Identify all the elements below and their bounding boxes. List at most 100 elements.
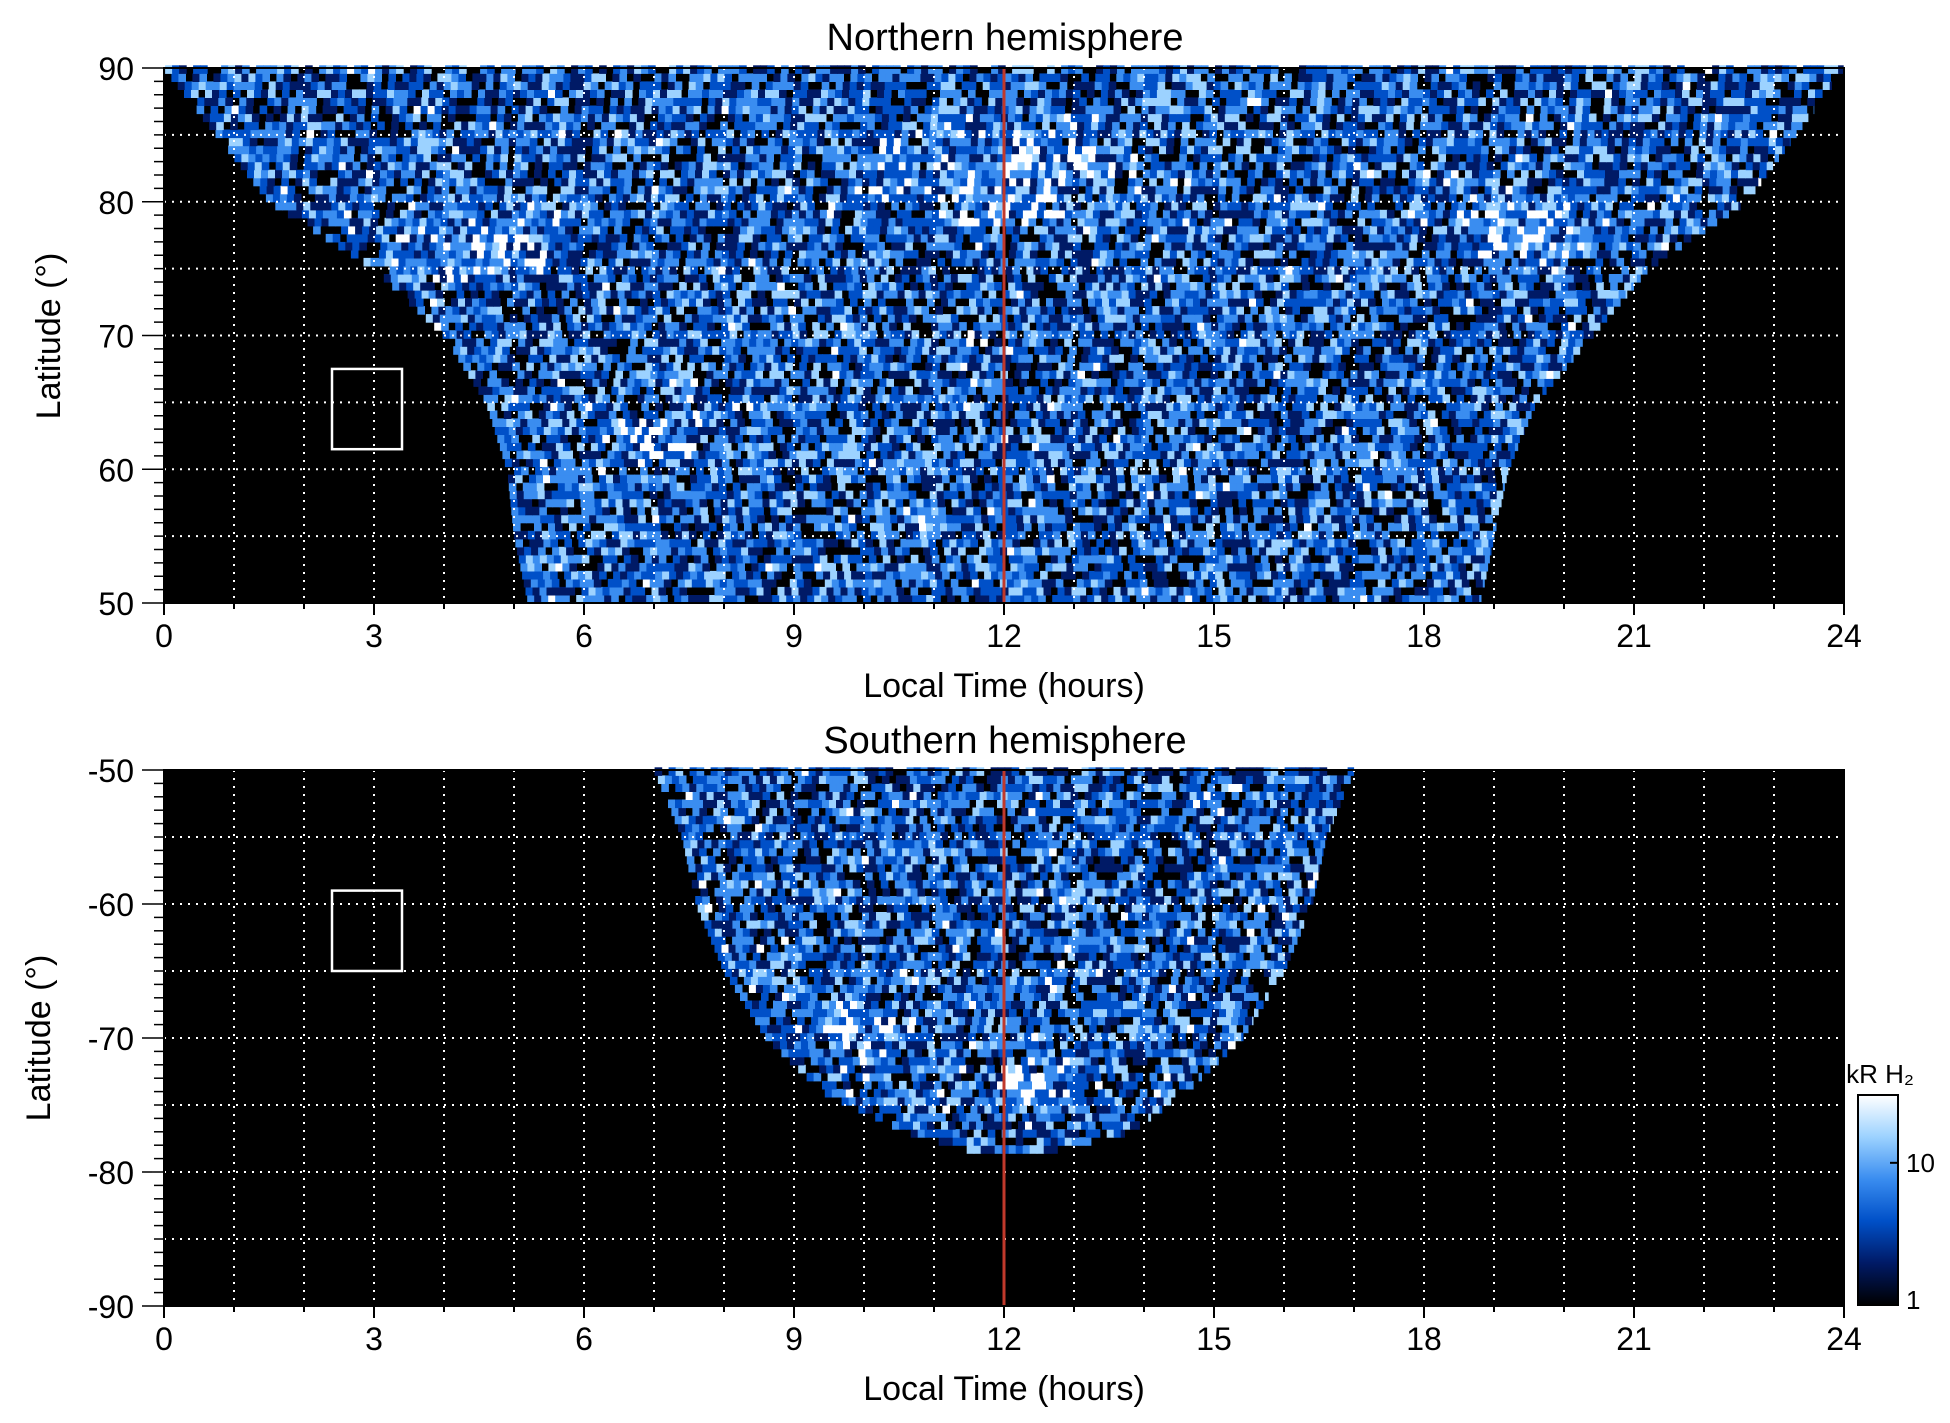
emission-cell <box>1474 306 1482 315</box>
emission-cell <box>1324 330 1333 339</box>
emission-cell <box>1197 434 1205 444</box>
emission-cell <box>756 282 764 291</box>
emission-cell <box>681 418 689 427</box>
emission-cell <box>987 322 995 331</box>
emission-cell <box>539 586 548 596</box>
emission-cell <box>985 450 993 460</box>
emission-cell <box>1336 370 1344 379</box>
emission-cell <box>1100 330 1109 339</box>
emission-cell <box>1166 306 1174 315</box>
emission-cell <box>1208 482 1217 492</box>
emission-cell <box>1003 442 1012 452</box>
emission-cell <box>765 386 773 395</box>
emission-cell <box>1399 546 1407 556</box>
emission-cell <box>896 434 904 444</box>
emission-cell <box>562 418 570 427</box>
emission-cell <box>517 410 526 419</box>
emission-cell <box>1419 490 1428 500</box>
emission-cell <box>741 546 749 556</box>
emission-cell <box>1338 330 1347 339</box>
emission-cell <box>1225 322 1233 331</box>
emission-cell <box>797 546 805 556</box>
emission-cell <box>757 514 765 524</box>
emission-cell <box>1170 330 1179 339</box>
emission-cell <box>1226 330 1235 339</box>
emission-cell <box>1321 490 1330 500</box>
emission-cell <box>921 482 930 492</box>
emission-cell <box>765 522 773 532</box>
emission-cell <box>912 418 920 427</box>
emission-cell <box>821 522 829 532</box>
emission-cell <box>627 538 635 548</box>
emission-cell <box>1310 290 1319 299</box>
emission-cell <box>1332 442 1341 452</box>
emission-cell <box>839 370 847 379</box>
emission-cell <box>1190 458 1199 468</box>
emission-cell <box>547 514 555 524</box>
emission-cell <box>1128 290 1137 299</box>
emission-cell <box>930 498 939 508</box>
emission-cell <box>704 474 712 484</box>
emission-cell <box>956 482 965 492</box>
emission-cell <box>723 522 731 532</box>
emission-cell <box>625 418 633 427</box>
emission-cell <box>928 426 937 435</box>
emission-cell <box>618 562 626 572</box>
emission-cell <box>1326 466 1334 476</box>
emission-cell <box>1460 474 1468 484</box>
emission-cell <box>761 314 770 323</box>
emission-cell <box>1309 506 1317 516</box>
emission-cell <box>691 450 699 460</box>
emission-cell <box>1357 498 1366 508</box>
emission-cell <box>533 330 542 339</box>
emission-cell <box>1348 538 1356 548</box>
emission-cell <box>1301 410 1310 419</box>
emission-cell <box>858 570 866 580</box>
emission-cell <box>460 314 469 323</box>
emission-cell <box>684 490 693 500</box>
emission-cell <box>1344 586 1353 596</box>
emission-cell <box>868 434 876 444</box>
emission-cell <box>1490 410 1499 419</box>
emission-cell <box>1322 410 1331 419</box>
emission-cell <box>639 522 647 532</box>
emission-cell <box>901 450 909 460</box>
emission-cell <box>929 346 937 355</box>
emission-cell <box>613 426 622 435</box>
emission-cell <box>1167 490 1176 500</box>
emission-cell <box>705 314 714 323</box>
emission-cell <box>1024 522 1032 532</box>
emission-cell <box>605 354 613 363</box>
emission-cell <box>704 402 712 411</box>
emission-cell <box>921 402 929 411</box>
emission-cell <box>1461 490 1470 500</box>
emission-cell <box>543 474 551 484</box>
emission-cell <box>735 586 744 596</box>
emission-cell <box>984 570 992 580</box>
emission-cell <box>1291 298 1299 307</box>
emission-cell <box>1202 274 1211 283</box>
emission-cell <box>956 402 964 411</box>
emission-cell <box>1154 546 1162 556</box>
emission-cell <box>1108 530 1117 540</box>
emission-cell <box>1506 362 1514 371</box>
emission-cell <box>1350 370 1358 379</box>
emission-cell <box>851 570 859 580</box>
emission-cell <box>541 530 550 540</box>
emission-cell <box>1547 282 1555 291</box>
emission-cell <box>539 554 548 564</box>
emission-cell <box>603 362 611 371</box>
emission-cell <box>1460 306 1468 315</box>
emission-cell <box>1422 330 1431 339</box>
emission-cell <box>893 482 902 492</box>
emission-cell <box>1059 386 1067 395</box>
emission-cell <box>1343 546 1351 556</box>
emission-cell <box>658 586 667 596</box>
emission-cell <box>1417 466 1425 476</box>
emission-cell <box>685 410 694 419</box>
emission-cell <box>1475 346 1483 355</box>
emission-cell <box>1010 522 1018 532</box>
emission-cell <box>653 442 662 452</box>
emission-cell <box>1404 378 1412 387</box>
emission-cell <box>1288 322 1296 331</box>
